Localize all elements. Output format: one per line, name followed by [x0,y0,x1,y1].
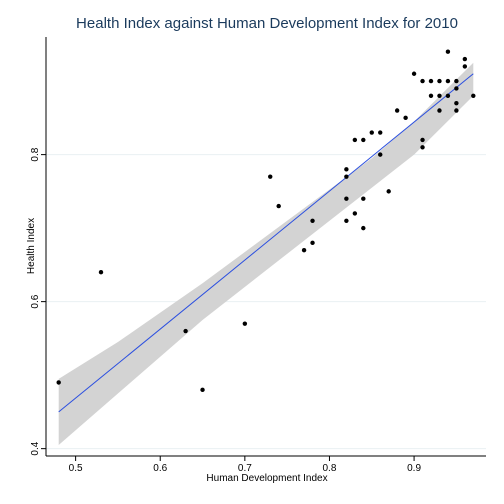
data-point [200,387,205,393]
data-point [445,78,451,84]
data-point [56,380,61,385]
fit-line-layer [58,73,474,413]
data-point [352,137,358,143]
x-tick-label: 0.7 [238,463,252,474]
data-point [437,93,442,99]
chart-title: Health Index against Human Development I… [76,15,458,32]
axes: 0.5 0.6 0.7 0.8 0.9 0.4 0.6 0.8 [30,37,486,474]
data-point [344,174,349,179]
data-point [454,86,459,91]
y-axis-label: Health Index [26,218,37,274]
x-tick-label: 0.5 [69,463,83,474]
data-point [462,56,468,62]
data-point [428,78,434,84]
data-point [310,218,315,223]
data-point [378,152,383,157]
x-tick-label: 0.8 [323,463,337,474]
data-point [352,211,358,216]
data-point [420,137,425,143]
data-point [454,108,459,113]
x-tick-label: 0.9 [407,463,421,474]
y-tick-label: 0.8 [30,147,41,161]
data-point [445,93,451,99]
confidence-band-layer [58,62,474,445]
data-point [428,93,434,99]
data-point [361,196,366,201]
x-axis-label: Human Development Index [206,473,327,484]
data-point [420,78,425,84]
fit-line [58,73,474,413]
y-tick-label: 0.4 [30,441,41,455]
data-point [361,137,366,143]
grid-lines [46,154,486,450]
data-point [420,145,425,150]
data-point [310,240,315,246]
x-tick-label: 0.6 [153,463,167,474]
data-point [437,78,442,84]
data-point [411,71,417,76]
data-point [378,130,383,135]
data-point [344,167,349,172]
data-point [361,225,366,231]
data-point [344,218,349,223]
data-point [369,130,374,135]
data-points [56,49,476,393]
data-point [462,64,468,69]
data-point [454,100,459,106]
data-point [98,270,104,275]
data-point [394,108,400,113]
data-point [454,78,459,84]
data-point [183,328,188,334]
data-point [301,247,307,253]
data-point [268,174,273,179]
data-point [445,49,451,54]
y-tick-label: 0.6 [30,294,41,308]
data-point [242,321,248,326]
data-point [276,203,281,209]
data-point [344,196,349,201]
data-point [471,93,476,99]
confidence-band [58,62,474,445]
data-point [437,108,442,113]
data-point [403,115,408,121]
data-point [386,189,391,194]
